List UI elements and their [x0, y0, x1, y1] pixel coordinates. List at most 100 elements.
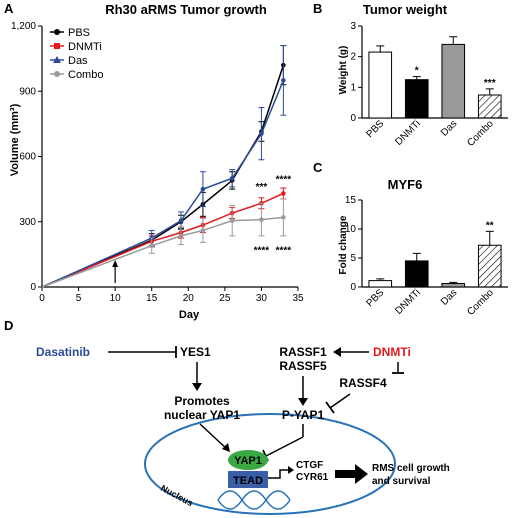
pathway-diagram: Nucleus Dasatinib YES1 Promotes nuclear … — [36, 345, 450, 515]
chart-a-y-tick-label: 300 — [19, 217, 36, 228]
data-point-das — [178, 218, 184, 223]
chart-b-y-tick-label: 1 — [350, 82, 356, 93]
series-line-pbs — [41, 64, 285, 288]
chart-c-title: MYF6 — [388, 177, 423, 192]
inhibit-line-pyap1 — [329, 393, 351, 409]
chart-a-ylabel: Volume (mm³) — [9, 103, 21, 176]
significance-marker: ** — [486, 220, 494, 231]
data-point-combo — [149, 243, 155, 248]
category-label-dnmti: DNMTi — [393, 287, 423, 317]
legend-marker-pbs — [54, 29, 60, 35]
legend-label-pbs: PBS — [68, 27, 90, 39]
inhibit-line-yap1 — [265, 436, 304, 457]
bar-combo — [477, 94, 502, 119]
chart-a-x-tick-label: 0 — [39, 293, 45, 304]
dasatinib-label: Dasatinib — [36, 345, 90, 359]
data-point-das — [229, 175, 235, 181]
bar-combo — [477, 244, 502, 288]
category-label-pbs: PBS — [364, 287, 386, 309]
chart-a-y-tick-label: 600 — [19, 152, 36, 163]
treatment-start-arrowhead — [112, 260, 119, 267]
chart-c-y-tick-label: 10 — [345, 224, 357, 235]
bar-dnmti — [404, 79, 429, 119]
chart-c-y-tick-label: 15 — [345, 195, 357, 206]
bar-das — [441, 283, 466, 288]
data-point-dnmti — [281, 191, 286, 196]
thick-arrow-outcome — [335, 464, 368, 484]
panel-label-c: C — [313, 160, 323, 175]
series-line-combo — [41, 216, 284, 288]
bar-pbs — [368, 51, 393, 119]
data-point-das — [259, 131, 264, 136]
panel-label-a: A — [4, 1, 14, 16]
chart-b-y-tick-label: 0 — [350, 113, 356, 124]
inhibit-bar-pyap1 — [325, 401, 335, 414]
significance-marker: **** — [254, 245, 270, 256]
data-point-combo — [281, 215, 286, 220]
legend-marker-das — [53, 56, 61, 63]
significance-marker: *** — [484, 78, 496, 89]
category-label-dnmti: DNMTi — [393, 118, 423, 148]
arrow-to-yap1 — [199, 423, 229, 451]
arrowhead-rassf-pyap1 — [298, 398, 308, 406]
chart-c-y-tick-label: 0 — [350, 282, 356, 293]
rms-survival-label: and survival — [372, 476, 431, 487]
arrowhead-yes1 — [192, 383, 202, 391]
data-point-combo — [229, 218, 235, 223]
data-point-combo — [259, 217, 264, 222]
arrow-tead-targets — [268, 469, 288, 479]
bar-pbs — [368, 280, 393, 288]
chart-a-x-tick-label: 35 — [292, 293, 304, 304]
panel-label-b: B — [313, 1, 322, 16]
significance-marker: **** — [276, 175, 292, 186]
category-label-das: Das — [439, 118, 459, 138]
nucleus-ellipse — [144, 413, 396, 515]
bar-das — [441, 43, 466, 119]
dna-strand-2 — [217, 490, 291, 510]
data-point-das — [281, 78, 286, 83]
tead-shape — [228, 471, 268, 488]
rms-growth-label: RMS cell growth — [372, 463, 450, 474]
cyr61-label: CYR61 — [296, 472, 329, 483]
tumor-weight-chart: 0 1 2 3 PBS * DNMTi Das *** Combo — [350, 21, 508, 149]
chart-c-ylabel: Fold change — [338, 215, 349, 274]
chart-a-y-tick-label: 0 — [30, 282, 36, 293]
arrowhead-to-yap1 — [222, 443, 230, 452]
pyap1-label: P-YAP1 — [282, 408, 325, 422]
data-point-combo — [178, 233, 184, 239]
promotes-label: Promotes — [174, 394, 230, 408]
yap1-shape — [228, 450, 268, 470]
yap1-label: YAP1 — [234, 455, 262, 467]
data-point-das — [200, 186, 206, 192]
significance-marker: **** — [276, 245, 292, 256]
ctgf-label: CTGF — [296, 460, 323, 471]
arrowhead-tead-targets — [288, 466, 294, 474]
dna-strand-1 — [217, 490, 291, 510]
chart-a-x-tick-label: 10 — [110, 293, 122, 304]
chart-a-x-tick-label: 25 — [219, 293, 231, 304]
rassf5-label: RASSF5 — [279, 359, 327, 373]
rassf4-label: RASSF4 — [339, 376, 387, 390]
legend-label-combo: Combo — [68, 69, 103, 81]
chart-a-title: Rh30 aRMS Tumor growth — [105, 2, 267, 17]
tumor-growth-chart: 0 5 10 15 20 25 30 35 0 300 600 900 1,200 PBS DNMTi Das… — [11, 21, 304, 304]
data-point-combo — [200, 228, 206, 233]
series-line-das — [41, 80, 285, 288]
significance-marker: *** — [256, 182, 268, 193]
chart-c-y-tick-label: 5 — [350, 253, 356, 264]
dnmti-label: DNMTi — [373, 345, 411, 359]
chart-b-ylabel: Weight (g) — [338, 46, 349, 95]
chart-a-y-tick-label: 1,200 — [11, 21, 36, 32]
nuclear-yap1-label: nuclear YAP1 — [164, 408, 240, 422]
arrowhead-dnmti-rassf — [333, 347, 341, 357]
chart-a-x-tick-label: 15 — [146, 293, 158, 304]
myf6-chart: 0 5 10 15 PBS DNMTi Das ** Combo — [345, 195, 508, 318]
legend-label-das: Das — [68, 55, 88, 67]
rassf1-label: RASSF1 — [279, 345, 327, 359]
chart-b-title: Tumor weight — [363, 2, 448, 17]
significance-marker: * — [415, 66, 419, 77]
chart-b-y-tick-label: 2 — [350, 52, 356, 63]
panel-label-d: D — [4, 318, 13, 333]
bar-dnmti — [404, 260, 429, 288]
